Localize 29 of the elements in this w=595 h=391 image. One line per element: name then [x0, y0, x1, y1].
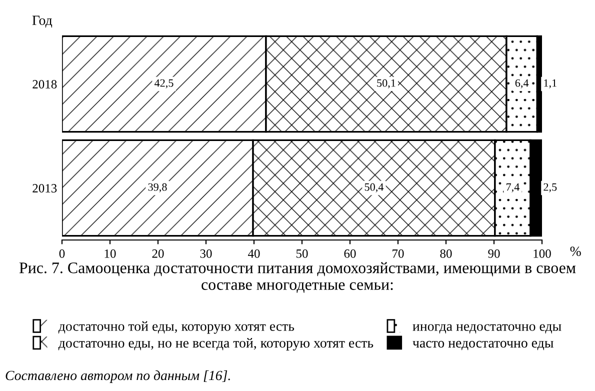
data-label: 7,4 [506, 183, 520, 192]
x-axis-title: % [570, 246, 581, 256]
data-label: 50,1 [377, 79, 396, 88]
y-axis-title: Год [32, 16, 52, 28]
data-label: 2,5 [544, 183, 557, 192]
data-label: 6,4 [515, 79, 529, 88]
data-label: 1,1 [544, 79, 556, 88]
legend-label: иногда недостаточно еды [412, 324, 562, 334]
x-tick-label: 70 [392, 249, 404, 258]
x-tick-label: 20 [152, 249, 164, 258]
x-tick-label: 0 [59, 249, 65, 258]
x-tick-label: 80 [440, 249, 452, 258]
x-tick-label: 90 [488, 249, 500, 258]
data-label: 50,4 [364, 183, 384, 192]
x-tick-label: 10 [104, 249, 116, 258]
x-tick-label: 100 [534, 249, 551, 258]
y-tick-label: 2018 [32, 80, 57, 88]
x-tick-label: 60 [344, 249, 356, 258]
legend-label: достаточно той еды, которую хотят есть [58, 321, 294, 334]
legend-label: часто недостаточно еды [412, 340, 554, 350]
data-label: 42,5 [154, 79, 174, 88]
text: Рис. 7. Самооценка достаточности питания домохозяйствами, имеющими в своем составе многодетные семьи: [19, 262, 576, 293]
legend-label: достаточно еды, но не всегда той, которую хотят есть [58, 338, 374, 350]
x-tick-label: 30 [200, 249, 212, 258]
y-tick-label: 2013 [32, 184, 57, 192]
data-label: 39,8 [148, 183, 167, 192]
x-tick-label: 50 [296, 249, 308, 258]
text: Составлено автором по данным [16]. [6, 370, 230, 383]
x-tick-label: 40 [248, 249, 260, 258]
